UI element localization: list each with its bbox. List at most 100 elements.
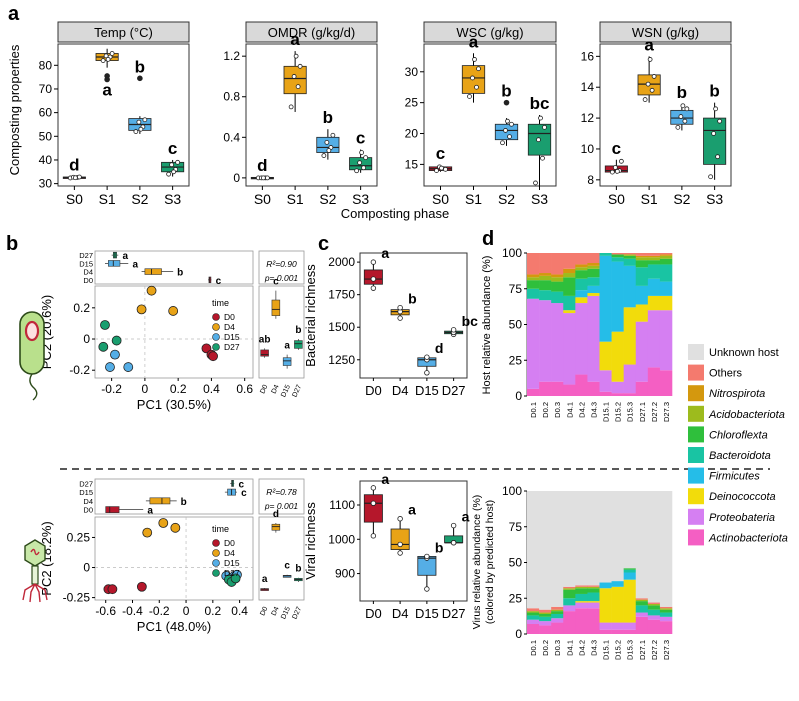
d-host-bar-segment <box>551 381 564 396</box>
d-host-x-tick-label: D4.3 <box>589 402 598 418</box>
phage-tail <box>31 565 39 585</box>
a-data-point <box>171 169 177 175</box>
a-y-axis-label: Composting properties <box>7 44 22 175</box>
d-legend-swatch <box>688 426 704 443</box>
b-sample-point <box>123 362 134 372</box>
c-x-tick-label: D0 <box>365 383 382 398</box>
d-host-bar-segment <box>563 310 576 314</box>
d-host-bar-segment <box>647 260 661 265</box>
b-top-strip-label: D0 <box>83 276 93 285</box>
c-y-tick-label: 1250 <box>328 353 355 367</box>
d-host-bar-segment <box>587 295 600 382</box>
d-host-bar-segment <box>635 267 649 286</box>
b-right-strip-label: D0 <box>259 384 269 395</box>
b-legend-label: D0 <box>224 538 235 548</box>
d-legend-label: Others <box>709 368 743 380</box>
d-virus-bar-segment <box>623 568 637 570</box>
b-right-strip-letter: ab <box>259 334 271 345</box>
d-virus-bar-segment <box>611 629 624 634</box>
d-host-bar-segment <box>587 268 600 278</box>
a-data-point <box>443 166 448 172</box>
d-host-bar-segment <box>539 280 552 291</box>
d-host-bar-segment <box>539 290 552 301</box>
d-host-bar-segment <box>659 264 673 282</box>
a-data-point <box>363 155 369 161</box>
a-data-point <box>330 132 336 138</box>
d-host-bar-segment <box>611 257 624 262</box>
d-host-y-tick-label: 50 <box>509 318 523 332</box>
d-host-bar-segment <box>539 300 552 382</box>
d-host-x-tick-label: D0.3 <box>553 402 562 418</box>
d-virus-bar-segment <box>575 586 588 589</box>
d-virus-bar-segment <box>659 609 673 613</box>
d-virus-bar-segment <box>563 611 576 634</box>
b-right-strip-frame <box>258 285 305 379</box>
d-virus-bar-segment <box>647 602 661 604</box>
b-legend-swatch <box>212 333 220 341</box>
a-data-point <box>642 97 648 102</box>
d-host-bar-segment <box>623 255 637 259</box>
b-legend-swatch <box>212 549 220 557</box>
d-host-bar-segment <box>623 307 637 365</box>
d-host-bar-segment <box>551 274 564 278</box>
b-sample-point <box>107 584 118 595</box>
c-data-point <box>397 315 403 321</box>
d-host-bar-segment <box>527 298 540 389</box>
d-virus-y-tick-label: 25 <box>509 591 523 605</box>
c-x-tick-label: D15 <box>415 383 439 398</box>
d-virus-bar-segment <box>659 621 673 634</box>
b-sample-point <box>168 306 179 316</box>
d-virus-bar-segment <box>551 622 564 634</box>
c-significance-letter: b <box>408 291 417 307</box>
d-virus-bar-segment <box>527 615 540 620</box>
d-virus-bar-segment <box>539 491 552 610</box>
d-virus-x-tick-label: D15.3 <box>626 640 635 660</box>
a-data-point <box>142 117 148 123</box>
b-right-strip-letter: c <box>273 277 279 288</box>
d-host-bar-segment <box>611 261 624 332</box>
d-host-bar-segment <box>611 254 624 258</box>
b-sample-point <box>230 573 241 584</box>
a-data-point <box>509 121 514 127</box>
phage-leg <box>34 583 48 601</box>
d-host-bar-segment <box>611 331 624 382</box>
a-significance-letter: c <box>612 139 621 158</box>
a-data-point <box>361 165 367 171</box>
d-host-bar-segment <box>647 257 661 261</box>
a-data-point <box>467 94 472 99</box>
d-virus-bar-segment <box>575 588 588 594</box>
b-legend-label: D27 <box>224 568 240 578</box>
a-data-point <box>542 124 547 130</box>
a-facet-strip <box>423 21 557 43</box>
a-y-tick-label: 16 <box>581 49 595 63</box>
d-virus-bar-segment <box>587 588 600 593</box>
b-legend-swatch <box>212 323 220 331</box>
d-legend-swatch <box>688 508 704 525</box>
c-y-tick-label: 1100 <box>329 498 355 512</box>
d-host-bar-segment <box>587 265 600 269</box>
d-host-bar-segment <box>599 341 612 371</box>
d-host-bar-segment <box>659 258 673 265</box>
d-host-bar-segment <box>587 263 600 266</box>
b-x-tick-label: 0 <box>183 604 190 618</box>
d-virus-bar-segment <box>551 618 564 623</box>
d-legend-label: Unknown host <box>709 347 779 359</box>
b-x-axis-label: PC1 (30.5%) <box>137 397 211 412</box>
a-x-tick-label: S3 <box>352 191 369 207</box>
d-host-bar-segment <box>623 253 637 255</box>
a-x-tick-label: S2 <box>498 191 515 207</box>
d-virus-x-tick-label: D15.2 <box>614 640 623 660</box>
d-legend-swatch <box>688 447 704 463</box>
d-host-bar-segment <box>659 281 673 296</box>
b-sample-point <box>158 518 169 528</box>
d-host-bar-segment <box>575 267 588 271</box>
a-significance-letter: a <box>644 35 654 54</box>
a-data-point <box>645 81 651 87</box>
b-right-strip-letter: d <box>273 509 279 520</box>
b-right-strip-label: D15 <box>280 606 292 621</box>
b-legend-label: D4 <box>224 322 235 332</box>
d-virus-x-tick-label: D27.1 <box>638 640 647 660</box>
d-virus-bar-segment <box>527 491 540 609</box>
a-x-tick-label: S0 <box>254 191 271 207</box>
